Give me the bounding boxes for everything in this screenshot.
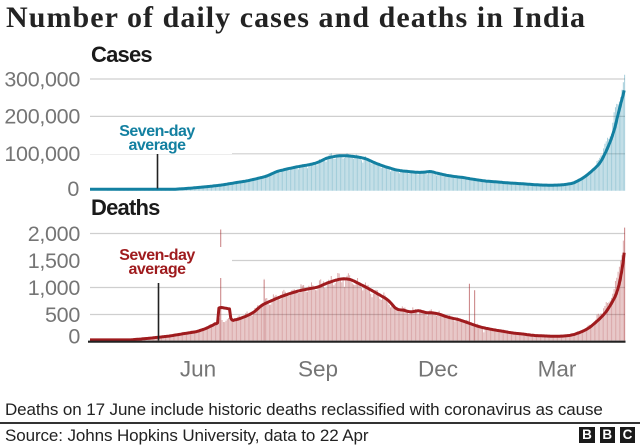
svg-text:Mar: Mar [538,357,577,382]
svg-text:Sep: Sep [298,357,338,382]
svg-text:100,000: 100,000 [4,142,80,166]
svg-text:Dec: Dec [418,357,458,382]
svg-text:0: 0 [68,325,80,349]
svg-text:300,000: 300,000 [4,67,80,91]
svg-text:Jun: Jun [180,357,216,382]
svg-text:1,000: 1,000 [28,276,81,300]
svg-text:0: 0 [67,177,79,201]
svg-text:500: 500 [45,303,80,327]
svg-text:1,500: 1,500 [28,249,81,273]
svg-text:2,000: 2,000 [28,222,81,246]
svg-text:200,000: 200,000 [4,105,80,129]
